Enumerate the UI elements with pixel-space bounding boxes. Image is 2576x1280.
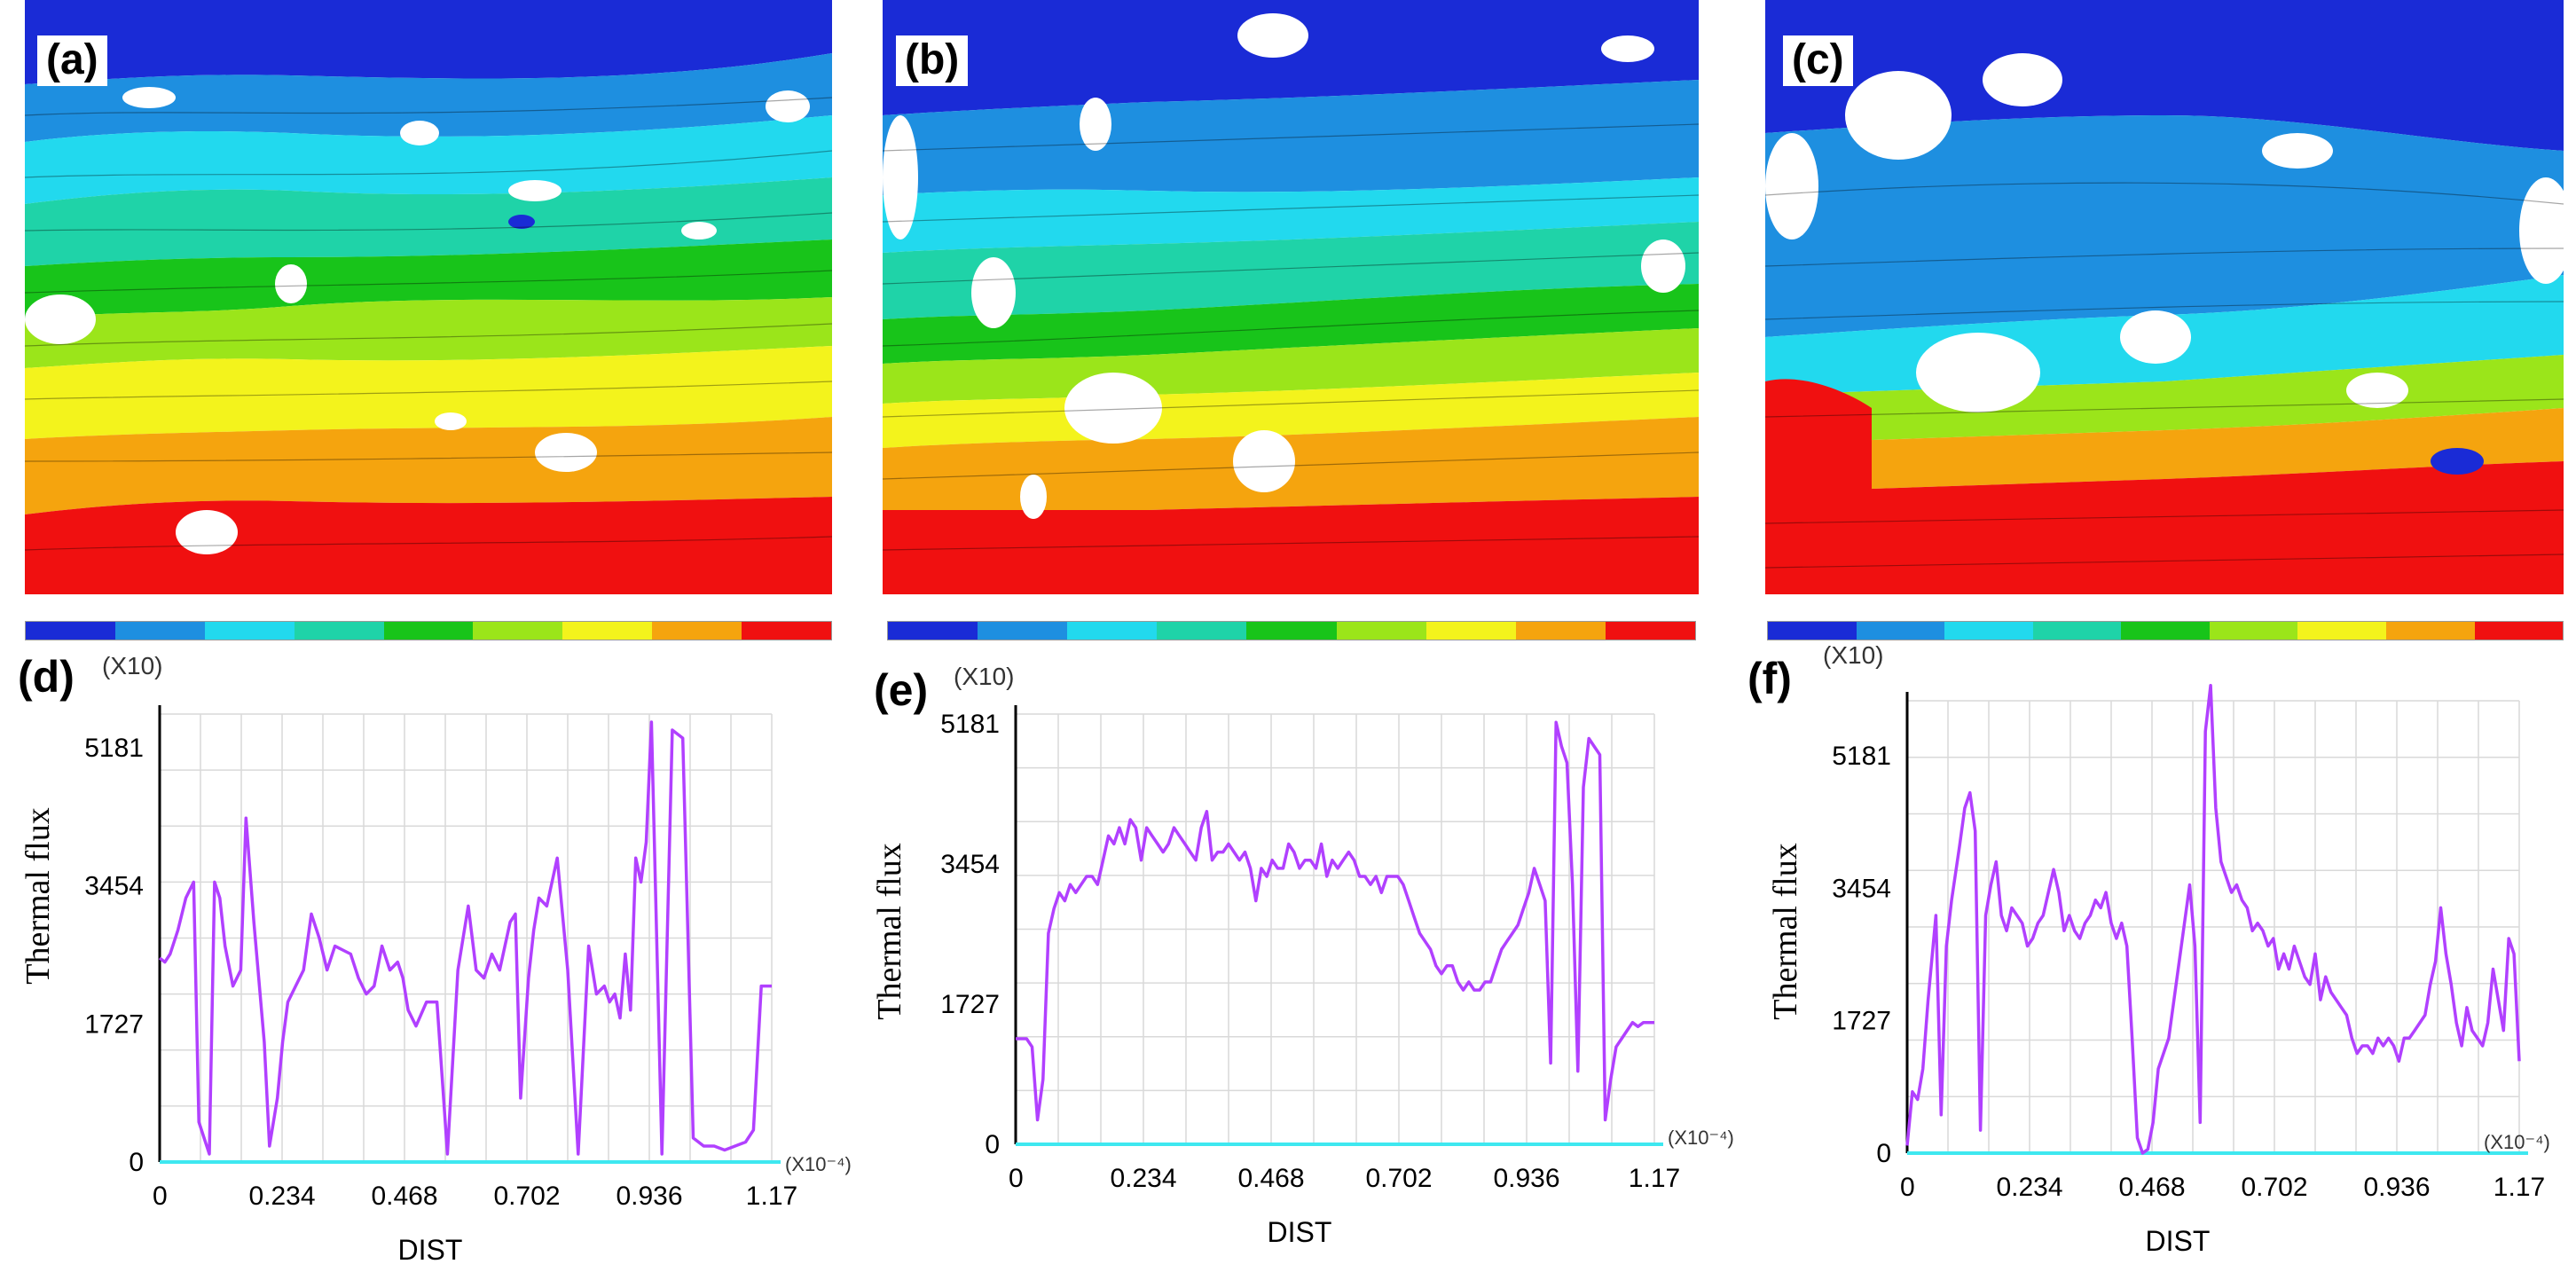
x-tick-label: 0.468 [1237,1164,1304,1193]
panel-label: (e) [874,665,928,715]
gridlines [1015,713,1655,1145]
x-tick-label: 0 [1009,1164,1024,1193]
x-tick-label: 0.936 [1493,1164,1559,1193]
y-axis-label: Thermal flux [1767,843,1804,1019]
colorbar-segment [1768,622,1857,640]
colorbar-segment [2209,622,2298,640]
y-tick-label: 5181 [940,710,1000,739]
colorbar-c [1767,621,2564,640]
colorbar-segment [888,622,978,640]
x-tick-label: 0.702 [2241,1173,2307,1202]
x-tick-label: 0 [153,1182,168,1211]
y-tick-label: 5181 [84,734,144,763]
y-tick-label: 1727 [1832,1007,1891,1036]
y-multiplier-label: (X10) [954,663,1014,690]
y-tick-label: 1727 [940,990,1000,1019]
colorbar-segment [2121,622,2210,640]
x-tick-label: 0.936 [616,1182,682,1211]
y-tick-label: 3454 [1832,874,1891,903]
colorbar-segment [2474,622,2564,640]
x-tick-label: 1.17 [2494,1173,2545,1202]
panel-c-image [1765,0,2564,594]
colorbar-segment [978,622,1068,640]
panel-a-image [25,0,832,594]
x-axis-label: DIST [1268,1216,1332,1248]
thermal-flux-line [1905,683,2521,1155]
x-multiplier-label: (X10⁻⁴) [785,1153,852,1175]
y-tick-label: 0 [1876,1139,1891,1168]
x-tick-label: 0.468 [371,1182,437,1211]
panel-c-label: (c) [1783,35,1853,86]
y-axis-label: Thermal flux [871,843,908,1019]
colorbar-segment [1157,622,1247,640]
colorbar-segment [26,622,115,640]
panel-label: (f) [1747,654,1792,703]
colorbar-segment [473,622,563,640]
colorbar-segment [294,622,384,640]
y-tick-label: 1727 [84,1009,144,1039]
colorbar-segment [652,622,742,640]
colorbar-segment [742,622,832,640]
chart-d: 0 1727 3454 5181 0 0.234 0.468 0.702 0.936 1.17 Th… [0,639,859,1280]
colorbar-b [887,621,1696,640]
panel-b-image [883,0,1699,594]
panel-b-label: (b) [896,35,969,86]
colorbar-segment [1425,622,1516,640]
colorbar-segment [1515,622,1606,640]
colorbar-segment [562,622,653,640]
x-tick-label: 0.702 [493,1182,560,1211]
colorbar-segment [2385,622,2475,640]
gridlines [1906,700,2520,1154]
y-multiplier-label: (X10) [102,652,162,679]
chart-f: 0 1727 3454 5181 0 0.234 0.468 0.702 0.936 1.17 Th… [1730,639,2576,1280]
colorbar-segment [2032,622,2122,640]
gridlines [159,713,773,1163]
colorbar-segment [114,622,205,640]
colorbar-segment [204,622,295,640]
x-tick-label: 0 [1900,1173,1915,1202]
x-tick-label: 1.17 [1629,1164,1680,1193]
x-axis-label: DIST [2146,1225,2211,1257]
colorbar-a [25,621,832,640]
y-multiplier-label: (X10) [1823,641,1883,669]
x-multiplier-label: (X10⁻⁴) [2484,1131,2550,1153]
y-tick-label: 0 [129,1148,144,1177]
x-tick-label: 0.468 [2118,1173,2185,1202]
colorbar-segment [2297,622,2386,640]
thermal-flux-line [1016,720,1654,1122]
y-axis-label: Thermal flux [20,807,57,984]
x-tick-label: 0.234 [1110,1164,1176,1193]
y-tick-label: 3454 [940,850,1000,879]
chart-e: 0 1727 3454 5181 0 0.234 0.468 0.702 0.936 1.17 Th… [865,639,1734,1280]
colorbar-segment [1605,622,1695,640]
colorbar-segment [383,622,474,640]
thermal-flux-line [158,720,772,1156]
colorbar-segment [1067,622,1158,640]
x-tick-label: 0.936 [2363,1173,2430,1202]
x-tick-label: 0.702 [1365,1164,1432,1193]
panel-label: (d) [18,652,75,702]
panel-a-label: (a) [37,35,107,86]
colorbar-segment [1336,622,1426,640]
colorbar-segment [1246,622,1337,640]
colorbar-segment [1944,622,2033,640]
x-axis-label: DIST [398,1234,463,1266]
y-tick-label: 3454 [84,872,144,901]
y-tick-label: 5181 [1832,742,1891,771]
colorbar-segment [1856,622,1945,640]
x-multiplier-label: (X10⁻⁴) [1668,1127,1734,1149]
y-tick-label: 0 [985,1130,1000,1159]
x-tick-label: 1.17 [746,1182,797,1211]
x-tick-label: 0.234 [248,1182,315,1211]
x-tick-label: 0.234 [1996,1173,2062,1202]
